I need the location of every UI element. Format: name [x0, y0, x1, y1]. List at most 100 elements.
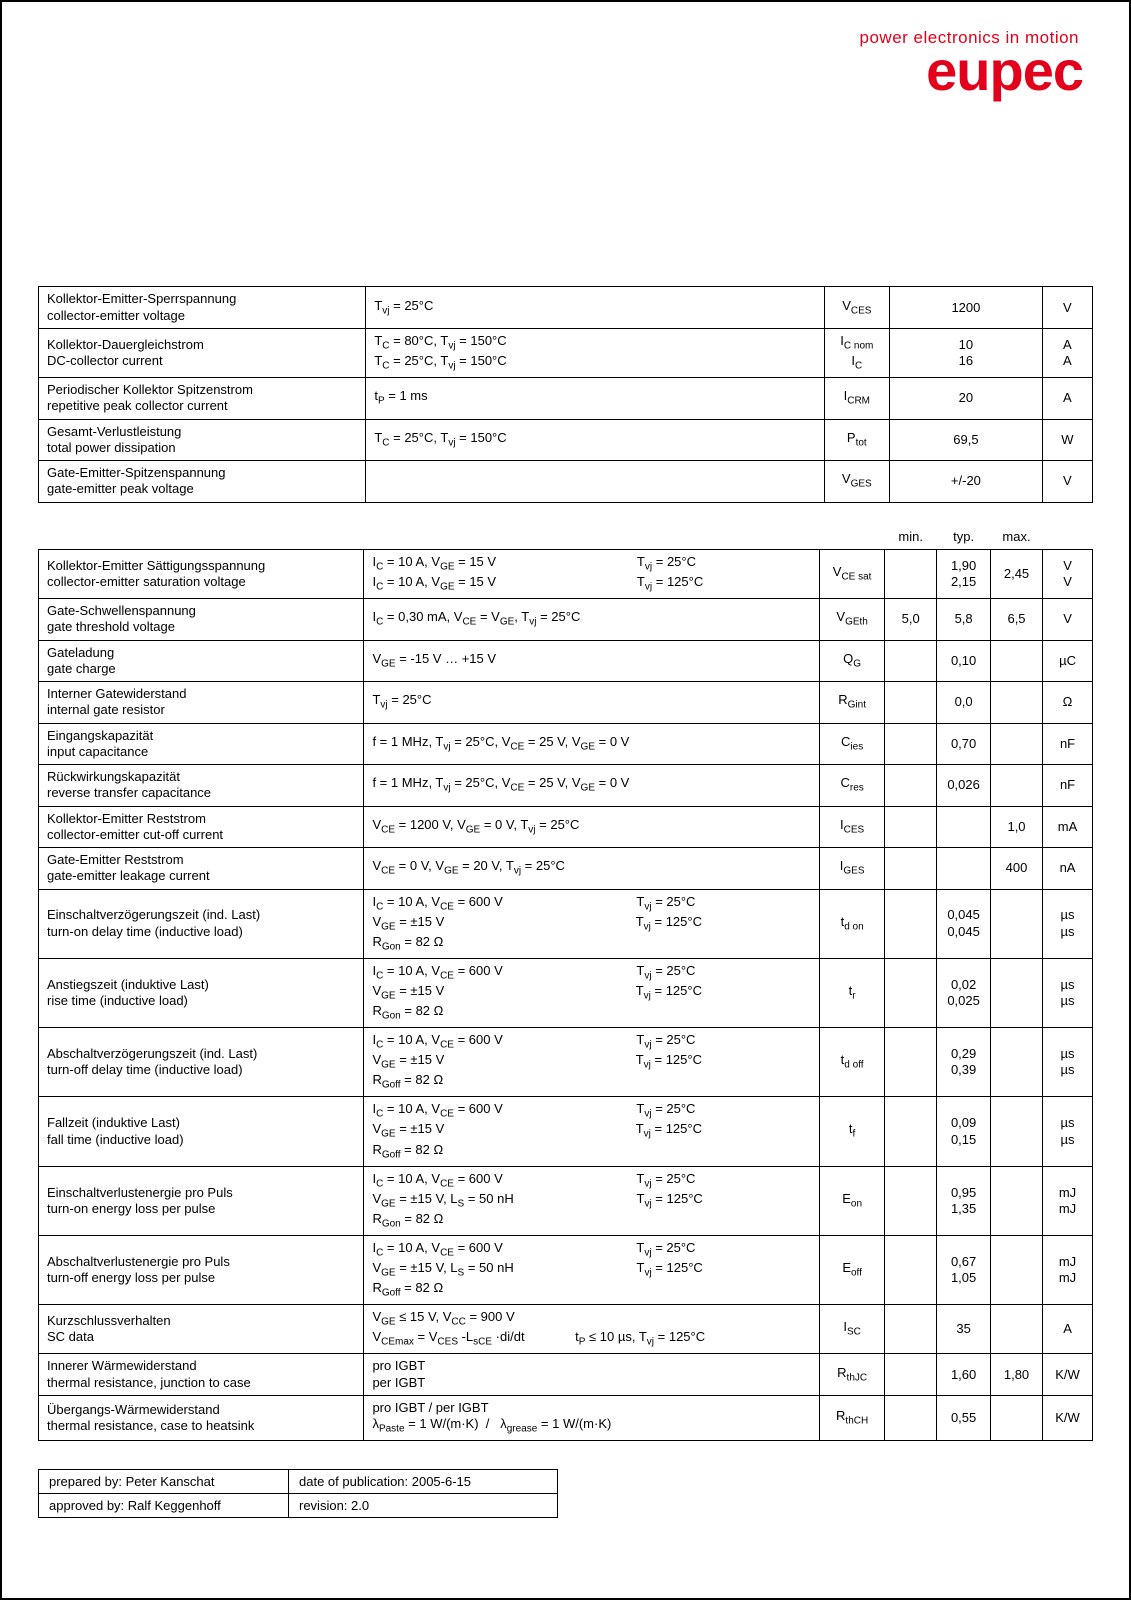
unit: V [1043, 599, 1093, 641]
logo-tagline: power electronics in motion [2, 28, 1079, 48]
test-condition: VCE = 0 V, VGE = 20 V, Tvj = 25°C [364, 848, 820, 890]
unit: mJmJ [1043, 1235, 1093, 1304]
param-name: Übergangs-Wärmewiderstandthermal resista… [39, 1395, 364, 1440]
typ-value [937, 848, 991, 890]
param-name: Gate-Emitter Reststromgate-emitter leaka… [39, 848, 364, 890]
value: 1200 [890, 287, 1043, 329]
min-value: 5,0 [885, 599, 937, 641]
unit: nA [1043, 848, 1093, 890]
symbol: RthJC [820, 1354, 885, 1396]
test-condition: pro IGBTper IGBT [364, 1354, 820, 1396]
symbol: Ptot [824, 419, 889, 461]
value: +/-20 [890, 461, 1043, 503]
table-row: Übergangs-Wärmewiderstandthermal resista… [39, 1395, 1093, 1440]
typ-value: 35 [937, 1305, 991, 1354]
revision: revision: 2.0 [289, 1494, 558, 1518]
param-name: Einschaltverlustenergie pro Pulsturn-on … [39, 1166, 364, 1235]
typ-value: 1,902,15 [937, 549, 991, 598]
param-name: Eingangskapazitätinput capacitance [39, 723, 364, 765]
test-condition: Tvj = 25°C [366, 287, 824, 329]
typ-value: 0,020,025 [937, 958, 991, 1027]
max-value [990, 1235, 1042, 1304]
symbol: Eon [820, 1166, 885, 1235]
logo-block: power electronics in motion eupec [2, 2, 1129, 96]
param-name: Gate-Emitter-Spitzenspannunggate-emitter… [39, 461, 366, 503]
max-value: 1,0 [990, 806, 1042, 848]
min-value [885, 549, 937, 598]
unit: mA [1043, 806, 1093, 848]
max-value: 6,5 [990, 599, 1042, 641]
symbol: IGES [820, 848, 885, 890]
unit: V [1042, 287, 1092, 329]
param-name: Interner Gatewiderstandinternal gate res… [39, 682, 364, 724]
symbol: ICES [820, 806, 885, 848]
table-row: Kollektor-Emitter-Sperrspannungcollector… [39, 287, 1093, 329]
param-name: Kollektor-DauergleichstromDC-collector c… [39, 328, 366, 377]
value: 20 [890, 378, 1043, 420]
symbol: IC nomIC [824, 328, 889, 377]
unit: µC [1043, 640, 1093, 682]
symbol: tf [820, 1097, 885, 1166]
max-value [990, 1097, 1042, 1166]
test-condition: IC = 10 A, VCE = 600 V Tvj = 25°CVGE = ±… [364, 889, 820, 958]
table-row: Kollektor-DauergleichstromDC-collector c… [39, 328, 1093, 377]
param-name: Kollektor-Emitter Sättigungsspannungcoll… [39, 549, 364, 598]
test-condition: TC = 25°C, Tvj = 150°C [366, 419, 824, 461]
max-value: 400 [990, 848, 1042, 890]
meta-table: prepared by: Peter Kanschat date of publ… [38, 1469, 558, 1518]
max-value [990, 1395, 1042, 1440]
typ-value: 0,290,39 [937, 1028, 991, 1097]
symbol: QG [820, 640, 885, 682]
meta-row: approved by: Ralf Keggenhoff revision: 2… [39, 1494, 558, 1518]
param-name: Gateladunggate charge [39, 640, 364, 682]
col-min: min. [885, 525, 937, 550]
unit: nF [1043, 765, 1093, 807]
test-condition: IC = 10 A, VCE = 600 V Tvj = 25°CVGE = ±… [364, 958, 820, 1027]
col-typ: typ. [937, 525, 991, 550]
param-name: Einschaltverzögerungszeit (ind. Last)tur… [39, 889, 364, 958]
min-value [885, 1097, 937, 1166]
characteristics-table: min.typ.max.Kollektor-Emitter Sättigungs… [38, 525, 1093, 1442]
param-name: Innerer Wärmewiderstandthermal resistanc… [39, 1354, 364, 1396]
param-name: Kollektor-Emitter Reststromcollector-emi… [39, 806, 364, 848]
typ-value: 1,60 [937, 1354, 991, 1396]
param-name: Fallzeit (induktive Last)fall time (indu… [39, 1097, 364, 1166]
typ-value [937, 806, 991, 848]
meta-row: prepared by: Peter Kanschat date of publ… [39, 1470, 558, 1494]
param-name: Abschaltverlustenergie pro Pulsturn-off … [39, 1235, 364, 1304]
symbol: VGEth [820, 599, 885, 641]
test-condition: IC = 10 A, VGE = 15 V Tvj = 25°CIC = 10 … [364, 549, 820, 598]
unit: nF [1043, 723, 1093, 765]
test-condition: VGE ≤ 15 V, VCC = 900 VVCEmax = VCES -Ls… [364, 1305, 820, 1354]
param-name: KurzschlussverhaltenSC data [39, 1305, 364, 1354]
abs-max-table: Kollektor-Emitter-Sperrspannungcollector… [38, 286, 1093, 502]
table-row: Abschaltverzögerungszeit (ind. Last)turn… [39, 1028, 1093, 1097]
test-condition: Tvj = 25°C [364, 682, 820, 724]
param-name: Gesamt-Verlustleistungtotal power dissip… [39, 419, 366, 461]
table-row: KurzschlussverhaltenSC dataVGE ≤ 15 V, V… [39, 1305, 1093, 1354]
unit: µsµs [1043, 1028, 1093, 1097]
max-value [990, 1166, 1042, 1235]
unit: Ω [1043, 682, 1093, 724]
table-row: Eingangskapazitätinput capacitancef = 1 … [39, 723, 1093, 765]
symbol: VCES [824, 287, 889, 329]
min-value [885, 1166, 937, 1235]
logo: eupec [2, 46, 1083, 96]
symbol: ISC [820, 1305, 885, 1354]
test-condition: VGE = -15 V … +15 V [364, 640, 820, 682]
table-row: Gesamt-Verlustleistungtotal power dissip… [39, 419, 1093, 461]
minmax-header: min.typ.max. [39, 525, 1093, 550]
typ-value: 0,55 [937, 1395, 991, 1440]
symbol: Eoff [820, 1235, 885, 1304]
table-row: Gate-Emitter Reststromgate-emitter leaka… [39, 848, 1093, 890]
symbol: RthCH [820, 1395, 885, 1440]
min-value [885, 723, 937, 765]
max-value [990, 765, 1042, 807]
test-condition: IC = 10 A, VCE = 600 V Tvj = 25°CVGE = ±… [364, 1166, 820, 1235]
publication-date: date of publication: 2005-6-15 [289, 1470, 558, 1494]
table-row: Gate-Emitter-Spitzenspannunggate-emitter… [39, 461, 1093, 503]
unit: AA [1042, 328, 1092, 377]
unit: K/W [1043, 1395, 1093, 1440]
table-row: Periodischer Kollektor Spitzenstromrepet… [39, 378, 1093, 420]
max-value [990, 1305, 1042, 1354]
